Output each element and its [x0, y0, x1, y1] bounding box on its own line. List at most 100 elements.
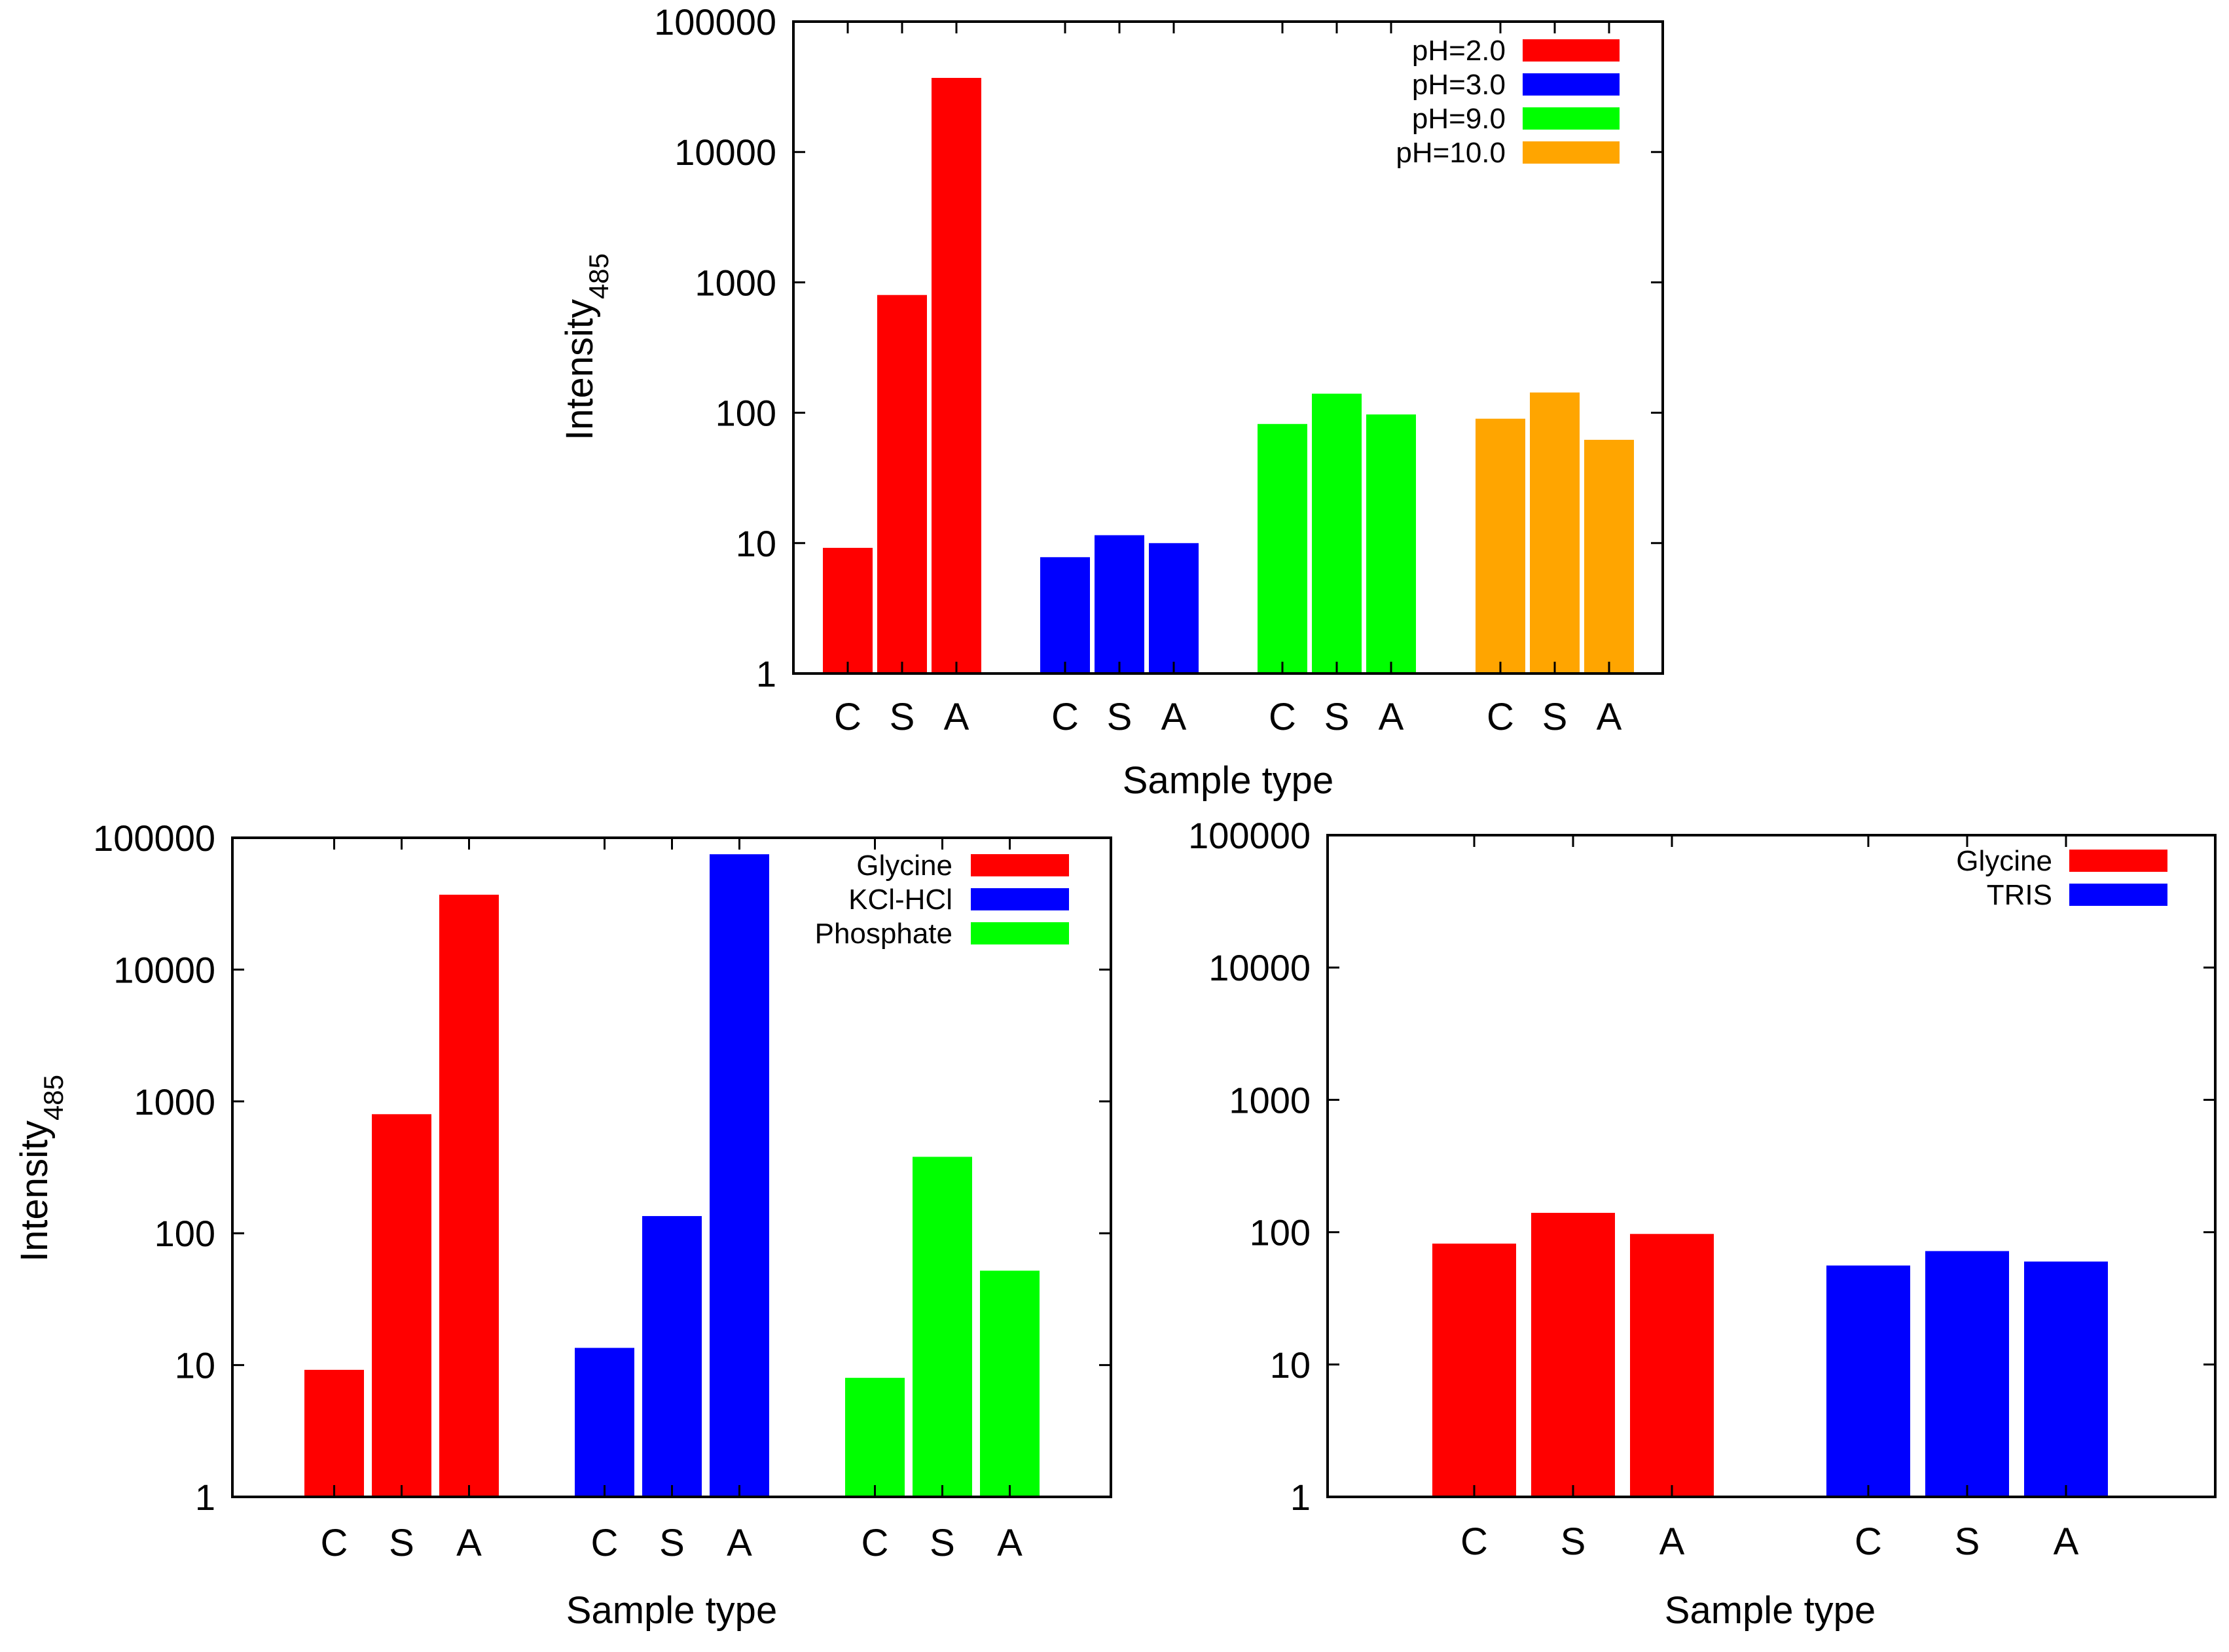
- bar-kcl-hcl-s: [642, 1215, 702, 1497]
- y-axis-title-main: Intensity: [558, 299, 601, 440]
- y-tick-label: 100000: [1188, 815, 1311, 856]
- x-category-label: S: [1561, 1520, 1586, 1563]
- bar-ph-2-0-a: [932, 78, 981, 673]
- plot-frame: [231, 836, 1112, 1498]
- x-category-label: C: [321, 1522, 348, 1564]
- legend-label: Phosphate: [815, 918, 952, 950]
- bar-tris-c: [1826, 1265, 1910, 1497]
- y-tick-label: 1000: [695, 262, 776, 303]
- x-category-label: A: [2054, 1520, 2079, 1563]
- y-tick-label: 10000: [674, 132, 776, 173]
- x-axis-title: Sample type: [566, 1589, 777, 1632]
- bar-ph-3-0-a: [1149, 543, 1199, 673]
- bar-ph-2-0-s: [877, 295, 927, 673]
- x-category-label: S: [389, 1522, 414, 1564]
- x-axis-title: Sample type: [1123, 759, 1333, 802]
- bar-ph-10-0-a: [1584, 439, 1634, 673]
- y-axis-title: Intensity485: [558, 253, 614, 440]
- bar-kcl-hcl-a: [710, 854, 769, 1497]
- x-category-label: S: [1542, 696, 1568, 738]
- x-category-label: C: [1269, 696, 1296, 738]
- x-category-label: C: [1051, 696, 1079, 738]
- legend-swatch: [1523, 73, 1620, 96]
- bar-ph-10-0-c: [1476, 418, 1525, 673]
- bar-ph-3-0-c: [1040, 557, 1090, 673]
- legend-swatch: [971, 854, 1069, 876]
- legend-label: TRIS: [1987, 879, 2052, 911]
- y-tick-label: 1000: [134, 1081, 215, 1122]
- y-tick-label: 1000: [1229, 1079, 1311, 1121]
- x-category-label: A: [456, 1522, 482, 1564]
- legend-label: pH=2.0: [1412, 35, 1506, 67]
- legend-swatch: [1523, 141, 1620, 164]
- y-tick-label: 10000: [1208, 947, 1311, 988]
- x-category-label: C: [591, 1522, 619, 1564]
- y-axis-title-main: Intensity: [13, 1121, 56, 1262]
- bar-tris-a: [2024, 1261, 2108, 1497]
- x-category-label: A: [1161, 696, 1187, 738]
- bar-ph-9-0-s: [1312, 393, 1362, 673]
- bar-ph-9-0-c: [1258, 423, 1307, 673]
- y-tick-label: 100: [716, 393, 776, 434]
- bar-phosphate-a: [980, 1270, 1040, 1497]
- y-tick-label: 1: [756, 653, 776, 694]
- legend-label: pH=9.0: [1412, 103, 1506, 135]
- plot-frame: [1326, 834, 2217, 1498]
- y-tick-label: 10000: [113, 949, 215, 990]
- legend: pH=2.0pH=3.0pH=9.0pH=10.0: [1396, 35, 1620, 169]
- bar-glycine-a: [439, 894, 499, 1497]
- bar-phosphate-s: [913, 1157, 972, 1497]
- bar-ph-2-0-c: [823, 548, 873, 673]
- bar-glycine-s: [372, 1114, 431, 1497]
- x-category-label: A: [727, 1522, 752, 1564]
- bar-ph-9-0-a: [1366, 414, 1416, 673]
- x-category-label: A: [997, 1522, 1023, 1564]
- x-category-label: A: [1659, 1520, 1685, 1563]
- x-category-label: C: [1460, 1520, 1488, 1563]
- plot-frame: [792, 20, 1664, 675]
- y-axis-title: Intensity485: [13, 1075, 69, 1262]
- y-tick-label: 10: [1270, 1344, 1311, 1386]
- x-category-label: S: [1324, 696, 1350, 738]
- y-tick-label: 100000: [654, 1, 776, 43]
- legend-label: KCl-HCl: [848, 884, 952, 916]
- y-tick-label: 100: [1250, 1212, 1311, 1253]
- legend-label: pH=10.0: [1396, 137, 1506, 169]
- legend-label: Glycine: [1956, 845, 2052, 877]
- chart-panel-bottom-right: 1 10 100 1000 10000 100000 C S A C S A Sample type Gl…: [1188, 815, 2217, 1632]
- y-tick-label: 10: [175, 1345, 215, 1386]
- x-axis-title: Sample type: [1665, 1589, 1876, 1632]
- bar-tris-s: [1925, 1251, 2009, 1497]
- y-tick-label: 100000: [93, 817, 215, 859]
- bar-phosphate-c: [845, 1378, 905, 1497]
- x-category-label: S: [890, 696, 915, 738]
- legend-swatch: [1523, 39, 1620, 62]
- legend-label: Glycine: [856, 850, 952, 882]
- x-category-label: A: [1597, 696, 1622, 738]
- bar-glycine-c: [304, 1369, 364, 1497]
- x-category-label: C: [834, 696, 861, 738]
- y-tick-label: 100: [154, 1213, 215, 1254]
- legend-swatch: [1523, 107, 1620, 130]
- legend-swatch: [971, 888, 1069, 910]
- x-category-label: C: [1855, 1520, 1882, 1563]
- x-category-label: C: [1487, 696, 1514, 738]
- bar-ph-10-0-s: [1530, 392, 1580, 673]
- bar-ph-3-0-s: [1095, 535, 1144, 673]
- legend-label: pH=3.0: [1412, 69, 1506, 101]
- y-tick-label: 10: [736, 523, 776, 564]
- bar-glycine-s: [1531, 1213, 1615, 1497]
- legend-swatch: [2069, 850, 2167, 872]
- x-category-label: S: [930, 1522, 955, 1564]
- y-tick-label: 1: [195, 1477, 215, 1518]
- y-axis-title-subscript: 485: [38, 1075, 69, 1121]
- legend-swatch: [971, 922, 1069, 944]
- bar-glycine-a: [1630, 1234, 1714, 1497]
- y-tick-label: 1: [1290, 1477, 1311, 1518]
- x-category-label: S: [1107, 696, 1133, 738]
